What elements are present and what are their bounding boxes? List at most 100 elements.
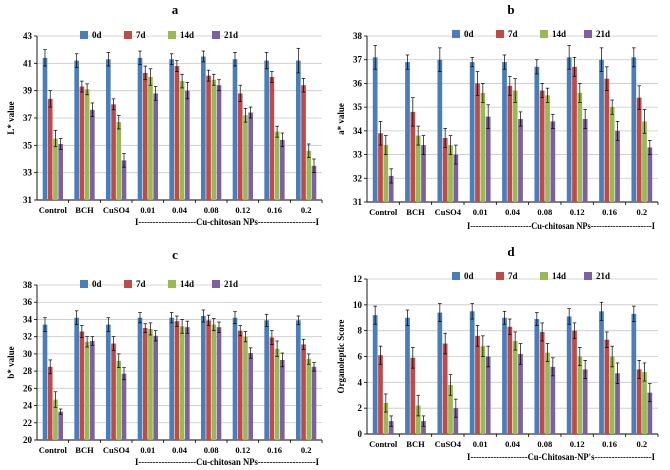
bar bbox=[372, 315, 378, 434]
bar bbox=[545, 95, 550, 202]
bar bbox=[609, 107, 615, 202]
bar bbox=[216, 85, 222, 200]
legend-label: 7d bbox=[508, 29, 518, 39]
y-tick-label: 35 bbox=[353, 102, 363, 112]
bar bbox=[280, 359, 285, 440]
bar bbox=[306, 359, 312, 440]
bar bbox=[410, 111, 416, 202]
bar bbox=[405, 317, 410, 434]
panel-c: c 20 22 24 26 28 30 32 34 36 38 b* value Control BCH C… bbox=[6, 247, 323, 467]
bar bbox=[311, 366, 317, 440]
y-tick-label: 24 bbox=[23, 401, 33, 411]
bar bbox=[534, 319, 540, 434]
bar bbox=[636, 97, 642, 202]
bar bbox=[631, 57, 637, 202]
legend-label: 0d bbox=[464, 29, 474, 39]
legend-label: 21d bbox=[596, 271, 610, 281]
y-tick-label: 33 bbox=[353, 150, 363, 160]
bar bbox=[274, 348, 280, 440]
bar bbox=[642, 372, 647, 434]
bar bbox=[179, 326, 185, 440]
legend-swatch bbox=[584, 272, 592, 280]
legend-swatch bbox=[540, 272, 548, 280]
bar bbox=[388, 175, 394, 202]
bar bbox=[480, 346, 486, 434]
legend-label: 0d bbox=[92, 30, 102, 40]
y-tick-label: 37 bbox=[353, 55, 363, 65]
bar bbox=[243, 115, 248, 200]
bar bbox=[405, 62, 410, 203]
bar bbox=[383, 145, 389, 202]
legend-swatch bbox=[496, 272, 504, 280]
legend-label: 14d bbox=[180, 30, 194, 40]
legend: 0d 7d 14d 21d bbox=[452, 271, 610, 281]
bar bbox=[642, 121, 647, 202]
bar bbox=[518, 353, 523, 434]
bar bbox=[185, 327, 190, 440]
bar bbox=[475, 83, 480, 202]
bar bbox=[453, 154, 459, 202]
bar bbox=[647, 392, 653, 434]
legend-label: 14d bbox=[552, 29, 566, 39]
y-tick-label: 28 bbox=[23, 366, 33, 376]
bar bbox=[111, 104, 116, 200]
bar bbox=[469, 62, 475, 203]
bar bbox=[507, 326, 513, 434]
y-tick-label: 36 bbox=[23, 297, 33, 307]
bar bbox=[383, 403, 389, 434]
y-axis-label: a* value bbox=[336, 103, 346, 135]
bar bbox=[269, 337, 275, 440]
bar bbox=[485, 356, 491, 434]
x-tick-label: CuSO4 bbox=[435, 439, 462, 449]
bar bbox=[566, 57, 572, 202]
y-tick-label: 32 bbox=[353, 173, 363, 183]
bar bbox=[280, 139, 285, 200]
bar bbox=[58, 143, 63, 200]
bar bbox=[572, 330, 577, 434]
legend-swatch bbox=[496, 30, 504, 38]
bar bbox=[79, 86, 85, 200]
bar bbox=[84, 89, 90, 200]
bar bbox=[311, 165, 317, 200]
y-tick-label: 30 bbox=[23, 349, 33, 359]
bar bbox=[577, 356, 583, 434]
bar bbox=[148, 328, 153, 440]
y-tick-label: 6 bbox=[358, 352, 363, 362]
bar bbox=[84, 341, 90, 440]
bar bbox=[47, 366, 53, 440]
y-tick-label: 32 bbox=[23, 332, 33, 342]
bar bbox=[121, 373, 127, 440]
legend-swatch bbox=[452, 30, 460, 38]
x-tick-label: 0.2 bbox=[301, 445, 312, 455]
bar bbox=[142, 72, 148, 200]
y-tick-label: 38 bbox=[353, 31, 363, 41]
x-tick-label: 0.01 bbox=[473, 207, 488, 217]
bar bbox=[301, 344, 306, 440]
bar bbox=[243, 336, 248, 440]
group-label: I----------------------Cu-chitosan NPs--… bbox=[467, 221, 655, 231]
bar bbox=[485, 116, 491, 202]
bar bbox=[296, 60, 301, 200]
bar bbox=[502, 62, 507, 203]
group-label: I--------------------Cu-Chitosan-NP's---… bbox=[467, 452, 655, 462]
y-tick-label: 34 bbox=[23, 314, 33, 324]
x-tick-label: Control bbox=[369, 439, 398, 449]
bar bbox=[237, 330, 243, 440]
bar bbox=[453, 408, 459, 434]
legend-label: 7d bbox=[508, 271, 518, 281]
legend-swatch bbox=[124, 280, 132, 288]
x-tick-label: CuSO4 bbox=[103, 445, 130, 455]
x-tick-label: 0.04 bbox=[172, 205, 188, 215]
bar bbox=[502, 317, 507, 434]
x-tick-label: 0.16 bbox=[602, 439, 617, 449]
bar bbox=[378, 133, 383, 202]
x-tick-label: Control bbox=[369, 207, 398, 217]
bar bbox=[577, 92, 583, 202]
bar bbox=[90, 109, 95, 200]
bar bbox=[137, 57, 143, 200]
bar bbox=[448, 384, 453, 434]
bar bbox=[604, 78, 610, 202]
bar bbox=[442, 343, 448, 434]
bar bbox=[609, 356, 615, 434]
